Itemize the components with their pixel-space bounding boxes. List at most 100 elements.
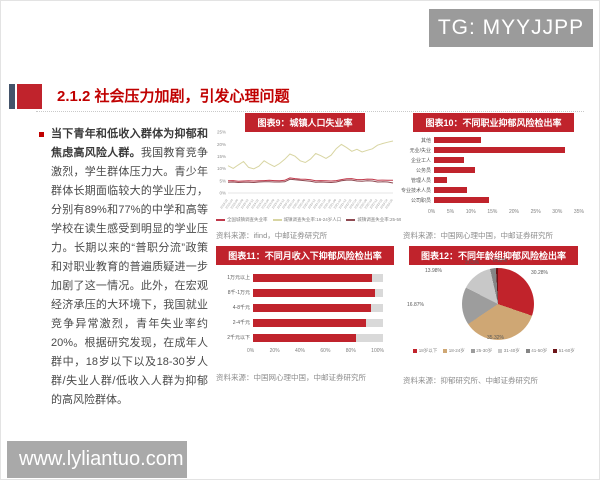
x-tick-label: 2020-08 — [297, 198, 307, 210]
legend-item: 18-24岁 — [443, 348, 465, 354]
bar-row: 无业/失业 — [401, 145, 584, 155]
x-tick-label: 2020-12 — [307, 198, 317, 210]
bar-row: 专业技术人员 — [401, 185, 584, 195]
legend-item: 25-30岁 — [470, 348, 492, 354]
x-tick-label: 2022-12 — [369, 198, 379, 210]
bar-category-label: 公司职员 — [410, 197, 431, 204]
legend-item: 41-50岁 — [525, 348, 547, 354]
x-tick-label: 2018-10 — [240, 198, 250, 210]
bar-area — [253, 318, 383, 327]
x-tick-label: 2019-04 — [255, 198, 265, 210]
bar-category-label: 管理人员 — [410, 177, 431, 184]
bar-row: 管理人员 — [401, 175, 584, 185]
y-tick-label: 20% — [217, 142, 226, 147]
body-bold-lead: 当下青年和低收入群体为抑郁和焦虑高风险人群。 — [51, 128, 208, 159]
bar-row: 2-4千元 — [214, 315, 394, 330]
chart-panel-age: 图表12：不同年龄组抑郁风险检出率 30.28% 35.32% 16.87% 1… — [401, 246, 586, 385]
x-tick-label: 2022-10 — [364, 198, 374, 210]
x-tick-label: 2018-06 — [230, 198, 240, 210]
chart10-bars: 其他 无业/失业 企业工人 公务员 管理人员 专业技术人员 公司职员 — [401, 135, 584, 205]
chart10-x-axis: 0% 5% 10% 15% 20% 25% 30% 35% — [428, 209, 584, 215]
line-series — [227, 140, 394, 170]
x-tick-label: 2021-10 — [333, 198, 343, 210]
line-series — [227, 178, 394, 184]
bar — [434, 177, 448, 183]
x-tick-label: 30% — [552, 209, 563, 215]
y-tick-label: 25% — [217, 130, 226, 135]
bar-area — [253, 333, 383, 342]
x-tick-label: 2019-06 — [260, 198, 270, 210]
legend-swatch-icon — [346, 219, 356, 221]
bar-row: 公务员 — [401, 165, 584, 175]
chart10-title: 图表10：不同职业抑郁风险检出率 — [413, 113, 574, 132]
chart-panel-unemployment: 图表9：城镇人口失业率 0% 5% 10% 15% 20% 25% 2018-02 2018-… — [214, 113, 415, 244]
x-tick-label: 40% — [295, 348, 306, 354]
x-tick-label: 2019-08 — [266, 198, 276, 210]
pie-slice-label: 30.28% — [531, 270, 548, 276]
x-tick-label: 80% — [345, 348, 356, 354]
bar-area — [253, 288, 383, 297]
chart9-legend: 全国城镇调查失业率 城镇调查失业率:16-24岁人口 城镇调查失业率:25-59岁人… — [216, 217, 415, 223]
x-tick-label: 2022-08 — [358, 198, 368, 210]
bar-area — [434, 137, 582, 143]
x-tick-label: 2019-12 — [276, 198, 286, 210]
y-tick-label: 0% — [219, 191, 226, 196]
page-title: 2.1.2 社会压力加剧，引发心理问题 — [57, 88, 290, 105]
bar-row: 公司职员 — [401, 195, 584, 205]
line-series — [227, 177, 393, 182]
bar-row: 8千-1万元 — [214, 285, 394, 300]
legend-swatch-icon — [525, 348, 530, 353]
bar — [253, 333, 357, 342]
x-tick-label: 2023-04 — [379, 198, 389, 210]
title-divider — [36, 111, 584, 112]
bar-row: 2千元以下 — [214, 330, 394, 345]
chart12-source: 资料来源：抑郁研究所、中邮证券研究所 — [403, 376, 538, 385]
x-tick-label: 5% — [446, 209, 455, 215]
x-tick-label: 2018-12 — [245, 198, 255, 210]
x-tick-label: 20% — [509, 209, 520, 215]
bar — [434, 157, 465, 163]
section-marker-blue-icon — [9, 84, 15, 109]
legend-item: 城镇调查失业率:16-24岁人口 — [272, 217, 341, 223]
chart9-title: 图表9：城镇人口失业率 — [245, 113, 365, 132]
bar — [434, 147, 566, 153]
bar-row: 其他 — [401, 135, 584, 145]
legend-swatch-icon — [216, 219, 225, 221]
x-tick-label: 2021-02 — [312, 198, 322, 210]
bar — [434, 197, 490, 203]
chart11-bars: 1万元以上 8千-1万元 4-8千元 2-4千元 2千元以下 — [214, 270, 394, 345]
bar-category-label: 公务员 — [415, 167, 431, 174]
x-tick-label: 15% — [487, 209, 498, 215]
legend-swatch-icon — [498, 348, 503, 353]
y-tick-label: 15% — [217, 154, 226, 159]
bar-area — [253, 303, 383, 312]
bullet-icon — [39, 132, 44, 137]
x-tick-label: 2018-04 — [224, 198, 234, 210]
bar-area — [434, 167, 582, 173]
chart11-x-axis: 0% 20% 40% 60% 80% 100% — [247, 348, 384, 354]
y-tick-label: 5% — [219, 178, 226, 183]
telegram-watermark: TG: MYYJJPP — [429, 9, 593, 47]
pie-slice-label: 16.87% — [407, 302, 424, 308]
x-tick-label: 2021-04 — [317, 198, 327, 210]
bar — [434, 137, 482, 143]
x-tick-label: 2020-10 — [302, 198, 312, 210]
bar-category-label: 2千元以下 — [227, 335, 250, 341]
bar-row: 1万元以上 — [214, 270, 394, 285]
legend-item: 全国城镇调查失业率 — [216, 217, 268, 223]
x-tick-label: 2021-08 — [328, 198, 338, 210]
bar-area — [434, 157, 582, 163]
bar — [253, 288, 376, 297]
bar-area — [434, 197, 582, 203]
x-tick-label: 35% — [573, 209, 584, 215]
legend-swatch-icon — [470, 348, 475, 353]
x-tick-label: 2020-06 — [291, 198, 301, 210]
body-paragraph: 当下青年和低收入群体为抑郁和焦虑高风险人群。我国教育竞争激烈，学生群体压力大。青… — [51, 125, 208, 410]
x-tick-label: 2023-06 — [384, 198, 394, 210]
chart12-pie — [462, 268, 534, 340]
pie-slice-label: 0.92% — [493, 258, 508, 264]
chart9-line-plot: 0% 5% 10% 15% 20% 25% 2018-02 2018-04 2018-06 201… — [214, 129, 396, 213]
bar-area — [434, 187, 582, 193]
chart11-source: 资料来源：中国网心理中国，中邮证券研究所 — [216, 373, 366, 382]
chart11-title: 图表11：不同月收入下抑郁风险检出率 — [216, 246, 394, 265]
